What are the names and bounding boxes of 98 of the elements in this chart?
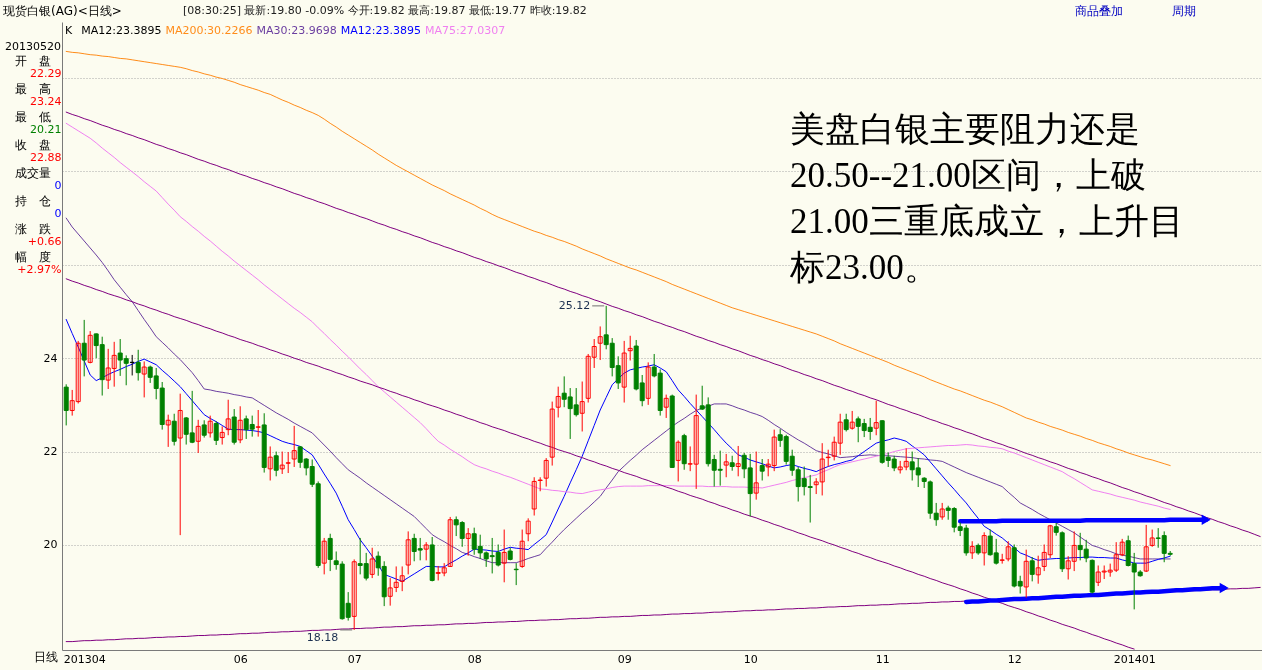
text: 收 盘 (14, 138, 51, 152)
x-tick-label: 201401 (1113, 652, 1156, 666)
text: 涨 跌 (14, 222, 51, 236)
candlestick (543, 457, 549, 488)
text: 22.29 (30, 66, 62, 80)
x-tick-label: 08 (467, 652, 482, 666)
candlestick (213, 420, 219, 446)
candlestick (237, 405, 243, 444)
candlestick (321, 537, 327, 575)
candlestick (849, 410, 855, 431)
candlestick (723, 453, 729, 478)
candlestick (621, 340, 627, 404)
x-tick-label: 07 (347, 652, 362, 666)
legend-label: MA12:23.3895 (81, 24, 162, 37)
candlestick (627, 335, 633, 362)
legend-title: K (65, 24, 73, 37)
candlestick (291, 425, 297, 468)
candlestick (267, 445, 273, 482)
text: 23.24 (30, 94, 62, 108)
candlestick (177, 393, 183, 536)
text: 开 盘 (14, 54, 51, 68)
candlestick (369, 547, 375, 579)
text: 成交量 (14, 166, 51, 180)
text: 22.88 (30, 151, 62, 164)
candlestick (81, 319, 87, 377)
y-tick-label: 24 (43, 351, 58, 365)
x-tick-label: 201304 (63, 652, 106, 666)
candlestick (165, 414, 171, 448)
candlestick (873, 400, 879, 436)
x-tick-label: 06 (233, 652, 248, 666)
candlestick (285, 451, 291, 474)
candlestick (351, 558, 357, 631)
text: 20130520 (5, 39, 61, 53)
y-tick-label: 20 (43, 538, 58, 552)
candlestick (279, 451, 285, 475)
candlestick (663, 394, 669, 419)
annotation: 美盘白银主要阻力还是20.50--21.00区间，上破21.00三重底成立，上升目标23.00。 (789, 110, 1184, 287)
candlestick (1143, 524, 1149, 573)
candlestick (1035, 555, 1041, 585)
candlestick (981, 531, 987, 566)
text: 20.21 (30, 123, 62, 136)
text: +2.97% (17, 263, 62, 276)
candlestick (759, 458, 765, 482)
candlestick (225, 399, 231, 436)
candlestick (735, 445, 741, 477)
candlestick (753, 451, 759, 501)
text: 周期 (1172, 4, 1196, 18)
candlestick (579, 381, 585, 432)
text: 商品叠加 (1075, 4, 1123, 18)
candlestick (465, 527, 471, 557)
candlestick (207, 415, 213, 439)
chart-subtitle: [08:30:25] 最新:19.80 -0.09% 今开:19.82 最高:19.87 最低:19.77 昨收:19.82 (183, 4, 587, 17)
candlestick (519, 529, 525, 569)
candlestick (141, 360, 147, 398)
candlestick (555, 386, 561, 418)
text: MA30:23.9698 (256, 24, 337, 37)
candlestick (423, 541, 429, 561)
candlestick (171, 413, 177, 446)
x-tick-label: 12 (1007, 652, 1022, 666)
candlestick (675, 439, 681, 482)
candlestick (645, 361, 651, 406)
text: MA75:27.0307 (425, 24, 506, 37)
candlestick (255, 409, 261, 438)
candlestick (597, 325, 603, 361)
annotation: 25.12 (558, 298, 591, 312)
candlestick (219, 425, 225, 446)
candlestick (273, 451, 279, 477)
text: 最 低 (14, 110, 51, 124)
candlestick (405, 530, 411, 575)
y-tick-label: 22 (43, 445, 58, 459)
line-series (65, 111, 1261, 538)
text: MA200:30.2266 (165, 24, 253, 37)
candlestick (1029, 556, 1035, 582)
chart-title: 现货白银(AG)<日线> (3, 4, 122, 18)
x-tick-label: 10 (743, 652, 758, 666)
candlestick (549, 401, 555, 467)
candlestick (135, 349, 141, 382)
candlestick (531, 476, 537, 517)
text: 0 (54, 207, 62, 220)
text: +0.66 (27, 235, 62, 248)
text: 日线 (34, 650, 58, 664)
candlestick (87, 330, 93, 364)
text: MA12:23.3895 (340, 24, 422, 37)
text: 幅 度 (14, 250, 51, 264)
candlestick (63, 383, 69, 426)
text: 0 (54, 179, 62, 192)
candlestick (327, 533, 333, 572)
annotation: 18.18 (306, 630, 339, 644)
text: 持 仓 (14, 194, 51, 208)
x-tick-label: 11 (875, 652, 890, 666)
candlestick (525, 517, 531, 542)
candlestick (1023, 549, 1029, 599)
candlestick (195, 419, 201, 454)
x-tick-label: 09 (617, 652, 632, 666)
candlestick (501, 529, 507, 583)
candlestick (447, 516, 453, 568)
candlestick (399, 565, 405, 592)
text: 最 高 (14, 82, 51, 96)
